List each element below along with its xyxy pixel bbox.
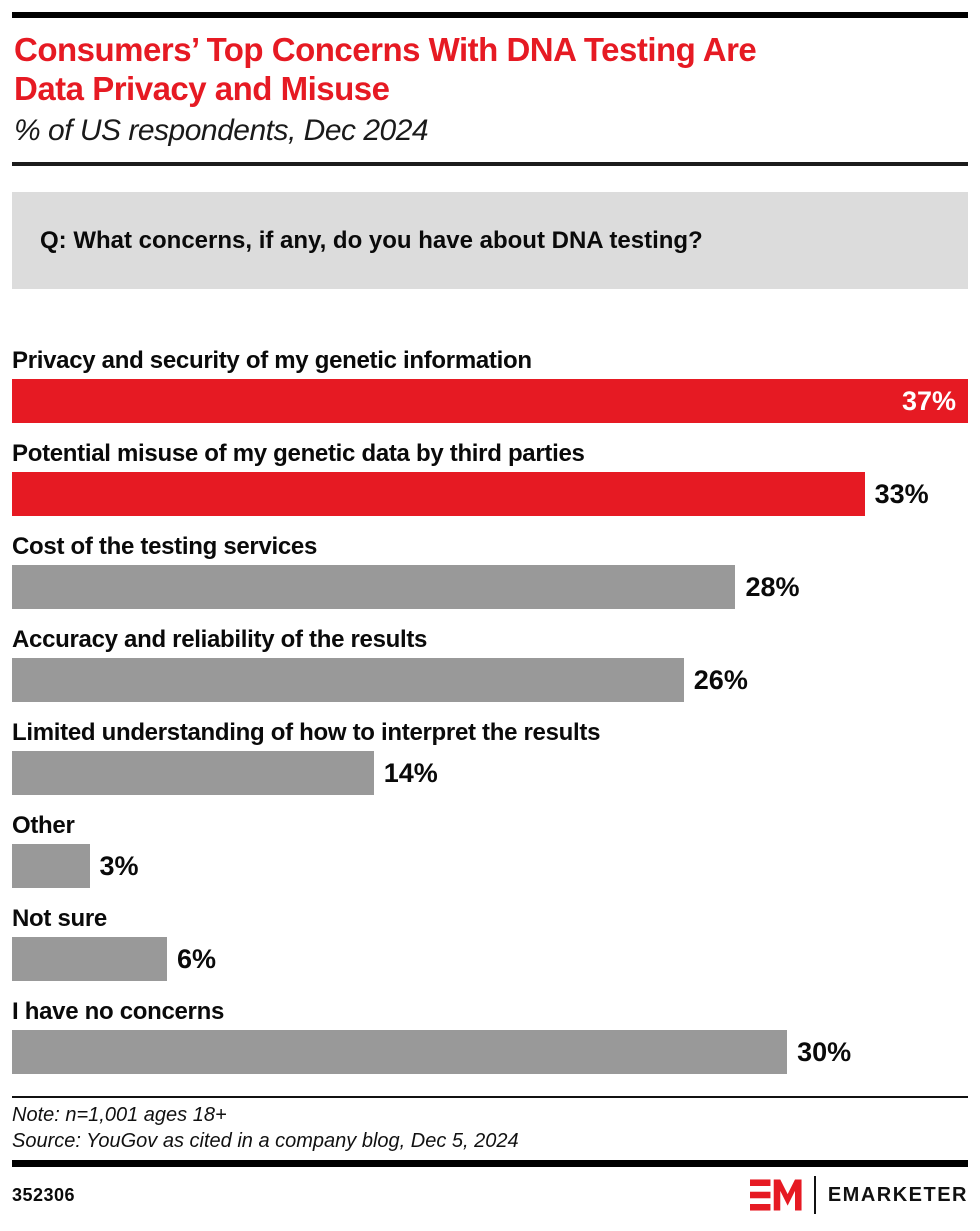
bar-track: 6% bbox=[12, 937, 968, 981]
bar-value-label: 28% bbox=[745, 571, 800, 602]
bar-track: 14% bbox=[12, 751, 968, 795]
survey-question-box: Q: What concerns, if any, do you have ab… bbox=[12, 192, 968, 289]
bar-value-label: 26% bbox=[693, 664, 748, 695]
bar-value-label: 6% bbox=[177, 943, 217, 974]
bar-row: Accuracy and reliability of the results 2… bbox=[12, 626, 968, 702]
bar-category-label: I have no concerns bbox=[12, 998, 225, 1025]
bar-track: 3% bbox=[12, 844, 968, 888]
logo-divider bbox=[813, 1176, 816, 1214]
bar-category-label: Privacy and security of my genetic infor… bbox=[12, 347, 532, 374]
chart-id: 352306 bbox=[12, 1184, 76, 1205]
bar-row: I have no concerns 30% bbox=[12, 998, 968, 1074]
survey-question-text: Q: What concerns, if any, do you have ab… bbox=[40, 226, 703, 254]
emarketer-wordmark: EMARKETER bbox=[827, 1183, 968, 1206]
bar-row: Limited understanding of how to interpre… bbox=[12, 719, 968, 795]
note-text: Note: n=1,001 ages 18+ bbox=[12, 1104, 227, 1126]
footer-bar: 352306 EMARKETER bbox=[12, 1175, 968, 1215]
bar-row: Other 3% bbox=[12, 812, 968, 888]
top-rule bbox=[12, 12, 968, 18]
footnote-rule bbox=[12, 1096, 968, 1098]
bar-value-label: 33% bbox=[874, 478, 929, 509]
emarketer-logo: EMARKETER bbox=[749, 1176, 968, 1214]
bar-value-label: 37% bbox=[901, 385, 956, 416]
bar-track: 30% bbox=[12, 1030, 968, 1074]
bar-category-label: Limited understanding of how to interpre… bbox=[12, 719, 601, 746]
bar-category-label: Not sure bbox=[12, 905, 107, 932]
bar: 37% bbox=[12, 379, 968, 423]
bar bbox=[12, 1030, 788, 1074]
bottom-thick-rule bbox=[12, 1160, 968, 1167]
source-text: Source: YouGov as cited in a company blo… bbox=[12, 1130, 519, 1152]
chart-title-line-2: Data Privacy and Misuse bbox=[14, 70, 390, 107]
bar-category-label: Potential misuse of my genetic data by t… bbox=[12, 440, 585, 467]
bar-category-label: Other bbox=[12, 812, 75, 839]
bar-value-label: 30% bbox=[797, 1036, 852, 1067]
chart-title-line-1: Consumers’ Top Concerns With DNA Testing… bbox=[14, 31, 757, 68]
bar-row: Potential misuse of my genetic data by t… bbox=[12, 440, 968, 516]
bar-track: 28% bbox=[12, 565, 968, 609]
bar-chart: Privacy and security of my genetic infor… bbox=[12, 347, 968, 1074]
header-divider-rule bbox=[12, 162, 968, 166]
chart-title: Consumers’ Top Concerns With DNA Testing… bbox=[14, 30, 968, 108]
bar bbox=[12, 472, 865, 516]
bar-row: Not sure 6% bbox=[12, 905, 968, 981]
bar bbox=[12, 937, 168, 981]
bar-track: 33% bbox=[12, 472, 968, 516]
bar bbox=[12, 658, 684, 702]
bar-row: Cost of the testing services 28% bbox=[12, 533, 968, 609]
bar-value-label: 14% bbox=[383, 757, 438, 788]
bar bbox=[12, 844, 90, 888]
bar-category-label: Accuracy and reliability of the results bbox=[12, 626, 428, 653]
emarketer-logo-mark bbox=[749, 1179, 802, 1211]
bar bbox=[12, 565, 736, 609]
bar-track: 26% bbox=[12, 658, 968, 702]
bar bbox=[12, 751, 374, 795]
bar-row: Privacy and security of my genetic infor… bbox=[12, 347, 968, 423]
bar-value-label: 3% bbox=[99, 850, 139, 881]
infographic: Consumers’ Top Concerns With DNA Testing… bbox=[0, 12, 980, 1215]
bar-track: 37% bbox=[12, 379, 968, 423]
chart-subtitle: % of US respondents, Dec 2024 bbox=[14, 114, 429, 147]
bar-category-label: Cost of the testing services bbox=[12, 533, 318, 560]
